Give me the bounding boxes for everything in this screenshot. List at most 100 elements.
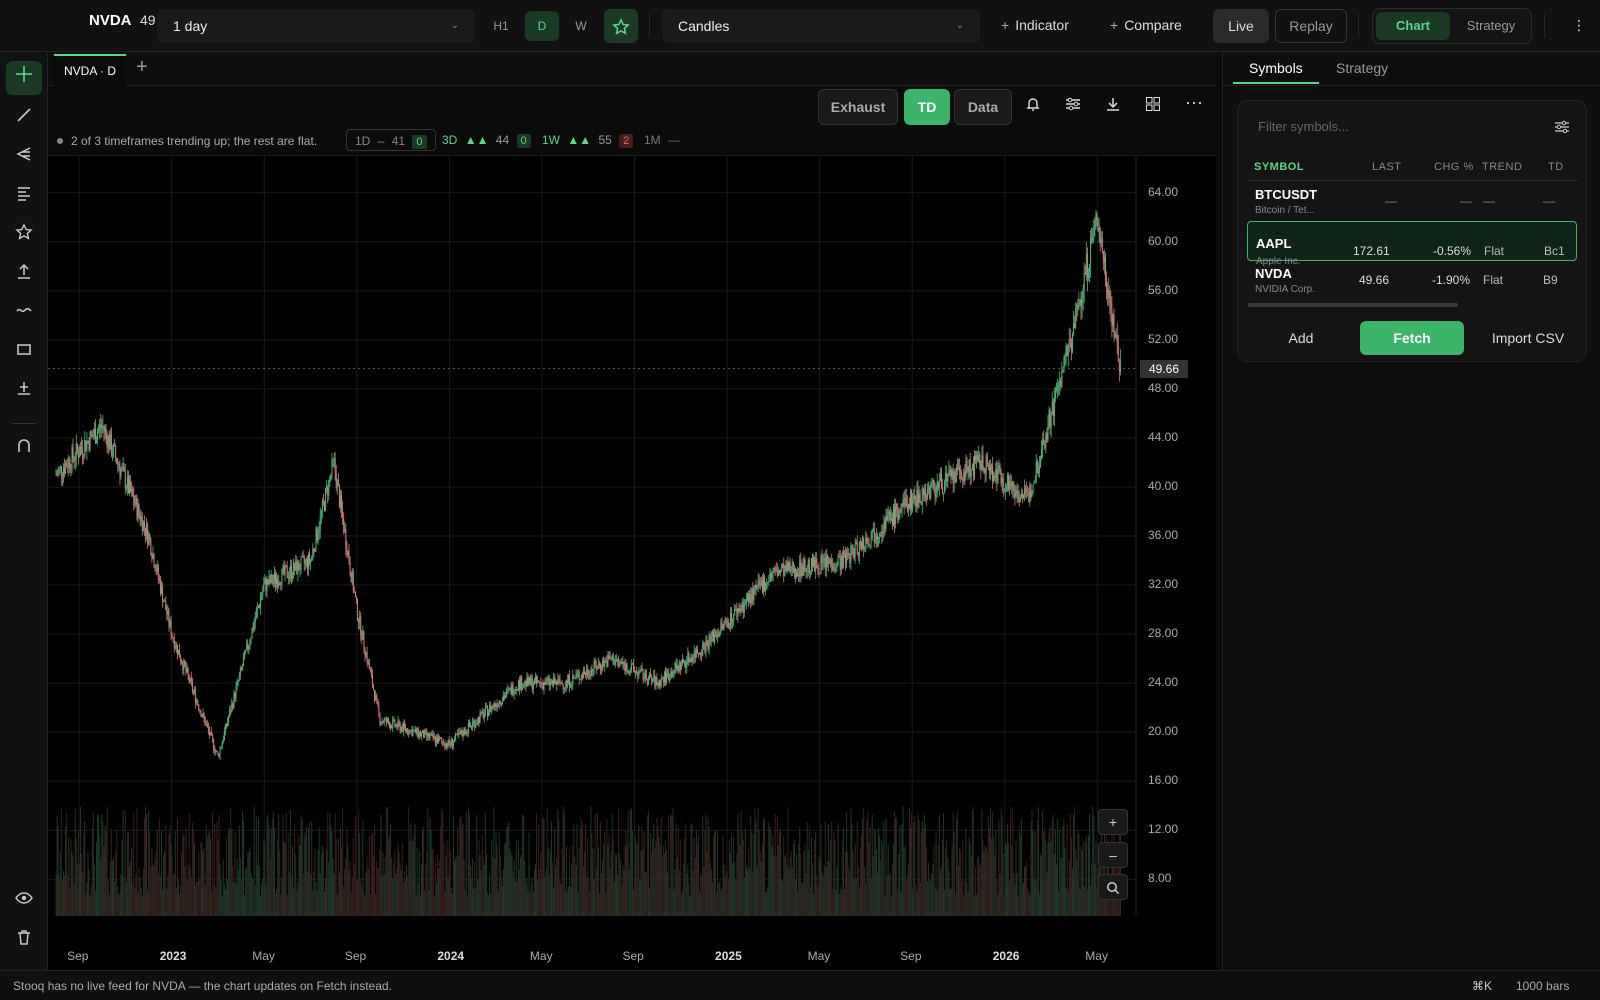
column-td[interactable]: TD — [1548, 161, 1564, 173]
candle-body — [1068, 339, 1070, 345]
candle-body — [1079, 300, 1081, 304]
candle-body — [427, 733, 429, 737]
crosshair-icon[interactable] — [6, 61, 42, 95]
volume-bar — [126, 832, 128, 916]
text-align-icon[interactable] — [6, 179, 42, 213]
data-button[interactable]: Data — [954, 89, 1012, 125]
volume-bar — [281, 877, 283, 916]
eye-icon[interactable] — [6, 884, 42, 918]
tf-chip-1d[interactable]: 1D – 41 0 — [346, 129, 436, 151]
star-icon[interactable] — [6, 218, 42, 252]
table-row[interactable]: BTCUSDT Bitcoin / Tet... — — — — — [1247, 182, 1577, 222]
exhaust-button[interactable]: Exhaust — [818, 89, 898, 125]
measure-icon[interactable] — [6, 374, 42, 408]
add-symbol-button[interactable]: Add — [1288, 330, 1314, 346]
volume-bar — [409, 841, 411, 916]
favorite-star-icon[interactable] — [604, 9, 638, 43]
timeframe-d[interactable]: D — [525, 11, 559, 41]
candle-body — [303, 556, 305, 564]
indicator-button[interactable]: + Indicator — [1001, 17, 1069, 33]
replay-button[interactable]: Replay — [1275, 9, 1347, 43]
candle-body — [386, 719, 388, 723]
tf-chip-1m[interactable]: 1M — — [636, 129, 688, 151]
tab-symbols[interactable]: Symbols — [1249, 60, 1303, 76]
timeframe-h1[interactable]: H1 — [493, 19, 509, 33]
filter-settings-icon[interactable] — [1554, 119, 1570, 138]
candle-body — [981, 455, 983, 470]
fetch-button[interactable]: Fetch — [1360, 321, 1464, 355]
filter-symbols-input[interactable]: Filter symbols... — [1258, 119, 1350, 134]
compare-button[interactable]: + Compare — [1110, 17, 1182, 33]
trend-line-icon[interactable] — [6, 101, 42, 135]
mode-chart-button[interactable]: Chart — [1376, 12, 1450, 40]
volume-bar — [825, 867, 827, 916]
rectangle-icon[interactable] — [6, 335, 42, 369]
column-chg[interactable]: CHG % — [1434, 161, 1474, 173]
tab-nvda-d[interactable]: NVDA · D — [54, 54, 126, 86]
column-symbol[interactable]: SYMBOL — [1254, 161, 1305, 173]
symbol-name[interactable]: NVDA — [89, 12, 132, 29]
tf-chip-1w[interactable]: 1W ▲▲ 55 2 — [534, 129, 641, 151]
candle-body — [59, 466, 61, 468]
add-tab-button[interactable]: + — [136, 56, 148, 78]
candle-body — [645, 670, 647, 680]
volume-bar — [664, 840, 666, 916]
more-horizontal-icon[interactable]: ··· — [1185, 92, 1203, 112]
candle-body — [100, 424, 102, 429]
tab-strategy[interactable]: Strategy — [1336, 60, 1389, 76]
candle-body — [602, 660, 604, 670]
volume-bar — [677, 825, 679, 916]
settings-sliders-icon[interactable] — [1064, 96, 1082, 117]
download-icon[interactable] — [1105, 96, 1121, 117]
volume-bar — [64, 875, 66, 916]
candle-body — [782, 564, 784, 568]
volume-bar — [209, 838, 211, 916]
column-trend[interactable]: TREND — [1482, 161, 1523, 173]
candle-body — [812, 557, 814, 567]
candle-body — [1083, 272, 1085, 291]
candle-body — [985, 455, 987, 473]
more-menu-icon[interactable]: ⋮ — [1572, 17, 1586, 33]
volume-bar — [905, 880, 907, 916]
import-csv-button[interactable]: Import CSV — [1491, 330, 1565, 346]
candle-body — [370, 671, 372, 675]
interval-select[interactable]: 1 day ⌄ — [157, 9, 475, 43]
candle-body — [1103, 257, 1105, 262]
mode-strategy-button[interactable]: Strategy — [1466, 18, 1516, 33]
tf-chip-3d[interactable]: 3D ▲▲ 44 0 — [434, 129, 539, 151]
tf-value: 55 — [598, 133, 612, 147]
zoom-out-button[interactable]: – — [1098, 842, 1128, 868]
horizontal-scrollbar[interactable] — [1248, 303, 1458, 307]
wave-icon[interactable] — [6, 296, 42, 330]
magnet-icon[interactable] — [6, 432, 42, 466]
timeframe-w[interactable]: W — [575, 19, 587, 33]
trash-icon[interactable] — [6, 923, 42, 957]
chart-type-select[interactable]: Candles ⌄ — [662, 9, 980, 43]
price-chart[interactable]: 64.00 60.00 56.00 52.00 48.00 44.00 40.00 36.00… — [48, 156, 1216, 970]
volume-bar — [747, 869, 749, 916]
table-row[interactable]: NVDA NVIDIA Corp. 49.66 -1.90% Flat B9 — [1247, 261, 1577, 301]
layout-grid-icon[interactable] — [1145, 96, 1161, 117]
live-button[interactable]: Live — [1213, 9, 1269, 43]
volume-bar — [374, 824, 376, 916]
volume-bar — [552, 863, 554, 916]
td-button[interactable]: TD — [904, 89, 950, 125]
candle-body — [775, 568, 777, 571]
pitchfork-icon[interactable] — [6, 140, 42, 174]
command-palette-shortcut[interactable]: ⌘K — [1472, 979, 1493, 993]
volume-bar — [482, 857, 484, 916]
zoom-in-button[interactable]: + — [1098, 809, 1128, 835]
bell-icon[interactable] — [1025, 96, 1041, 117]
candle-body — [274, 573, 276, 584]
zoom-search-icon[interactable] — [1098, 874, 1128, 900]
volume-bar — [639, 879, 641, 916]
volume-bar — [745, 867, 747, 916]
candlestick-chart[interactable] — [48, 156, 1216, 970]
volume-bar — [992, 812, 994, 916]
volume-bar — [1049, 826, 1051, 916]
upload-icon[interactable] — [6, 257, 42, 291]
volume-bar — [518, 870, 520, 916]
candle-body — [596, 668, 598, 670]
table-row-selected[interactable]: AAPL Apple Inc. 172.61 -0.56% Flat Bc1 — [1247, 221, 1577, 267]
column-last[interactable]: LAST — [1372, 161, 1402, 173]
